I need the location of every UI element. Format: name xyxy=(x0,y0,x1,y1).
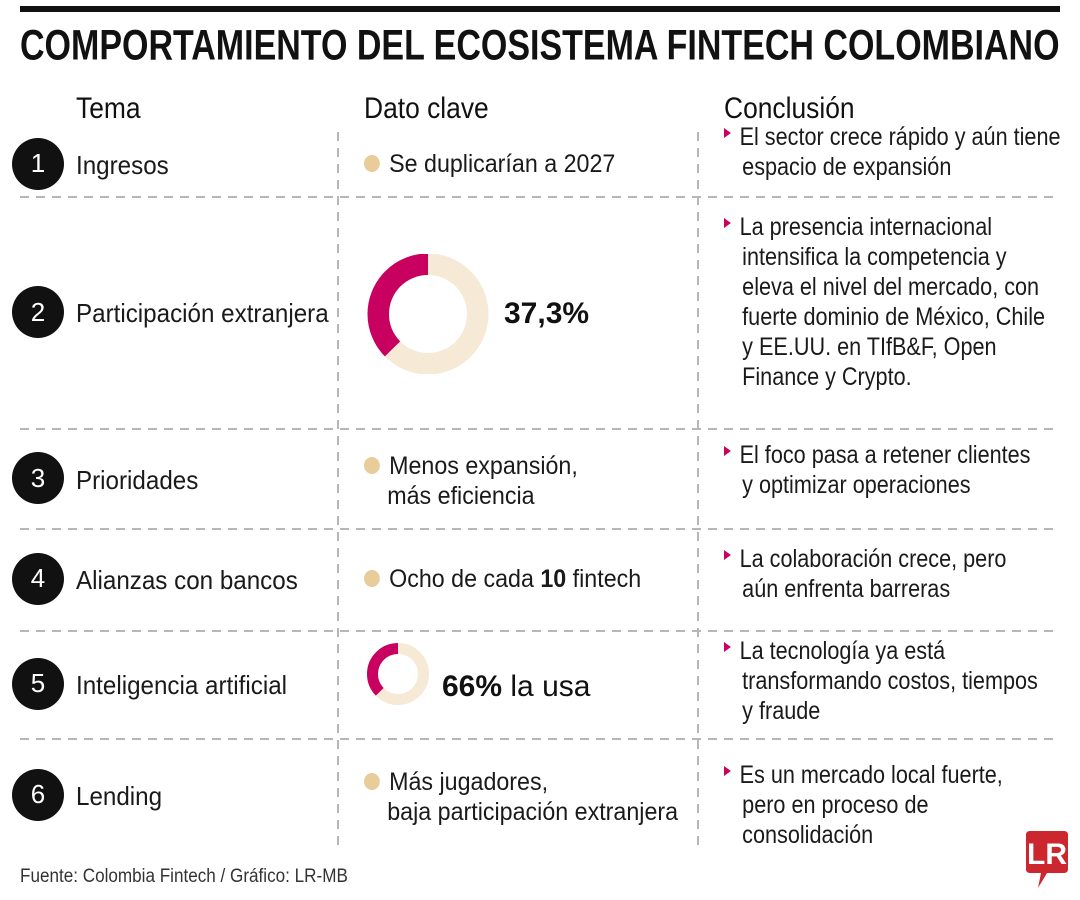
svg-text:LR: LR xyxy=(1027,838,1067,871)
